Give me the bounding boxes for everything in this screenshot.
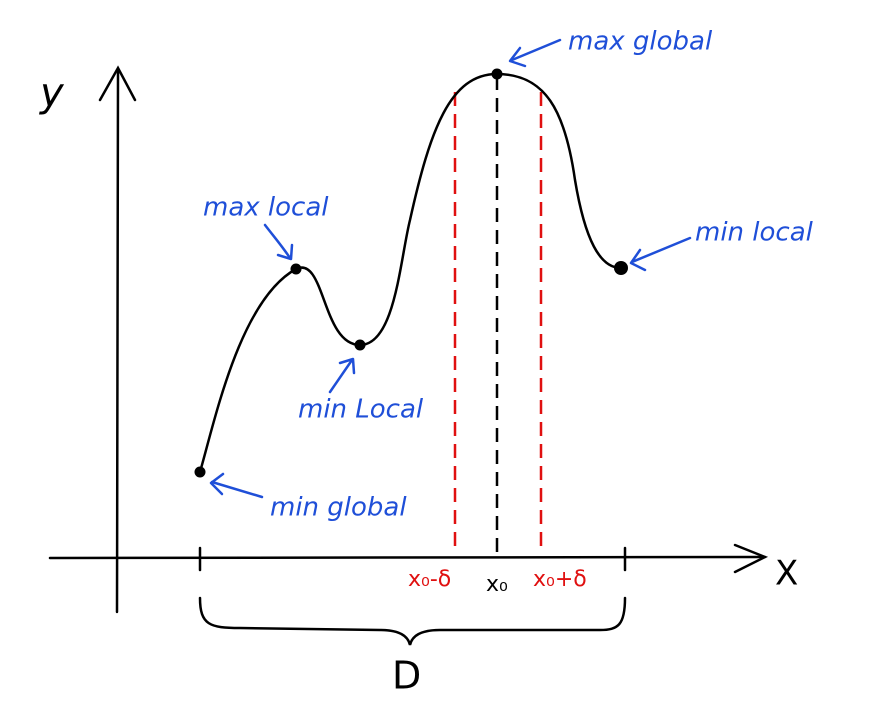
interval-label: x₀: [486, 572, 508, 597]
points: [194, 68, 628, 478]
annotation: min global: [270, 493, 407, 523]
domain-label: D: [392, 654, 421, 698]
interval-label: x₀+δ: [533, 567, 587, 592]
dashed-lines: [453, 76, 543, 560]
annotation: min Local: [298, 395, 424, 425]
interval-label: x₀-δ: [408, 567, 451, 592]
annotation: min local: [695, 218, 814, 248]
annotation: max local: [203, 193, 329, 223]
axes: [48, 65, 769, 646]
function-curve: [198, 72, 622, 473]
y-axis-label: y: [39, 70, 65, 116]
annotation: max global: [568, 27, 713, 57]
annotation-arrows: [209, 38, 692, 499]
x-axis-label: X: [775, 554, 798, 594]
